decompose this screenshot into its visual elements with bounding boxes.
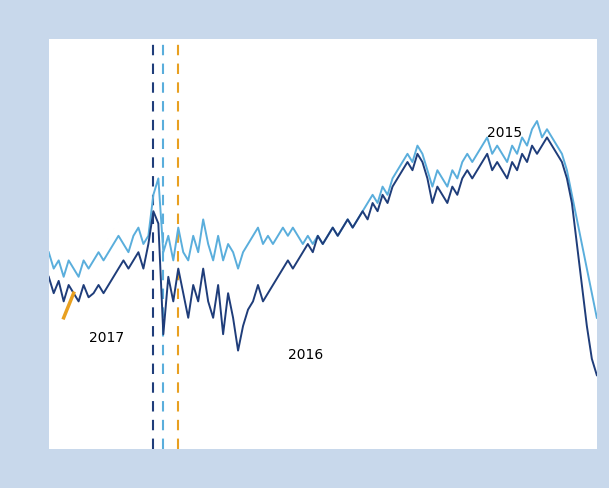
- Text: 2015: 2015: [487, 126, 523, 141]
- Text: 2016: 2016: [288, 348, 323, 362]
- Text: 2017: 2017: [88, 331, 124, 346]
